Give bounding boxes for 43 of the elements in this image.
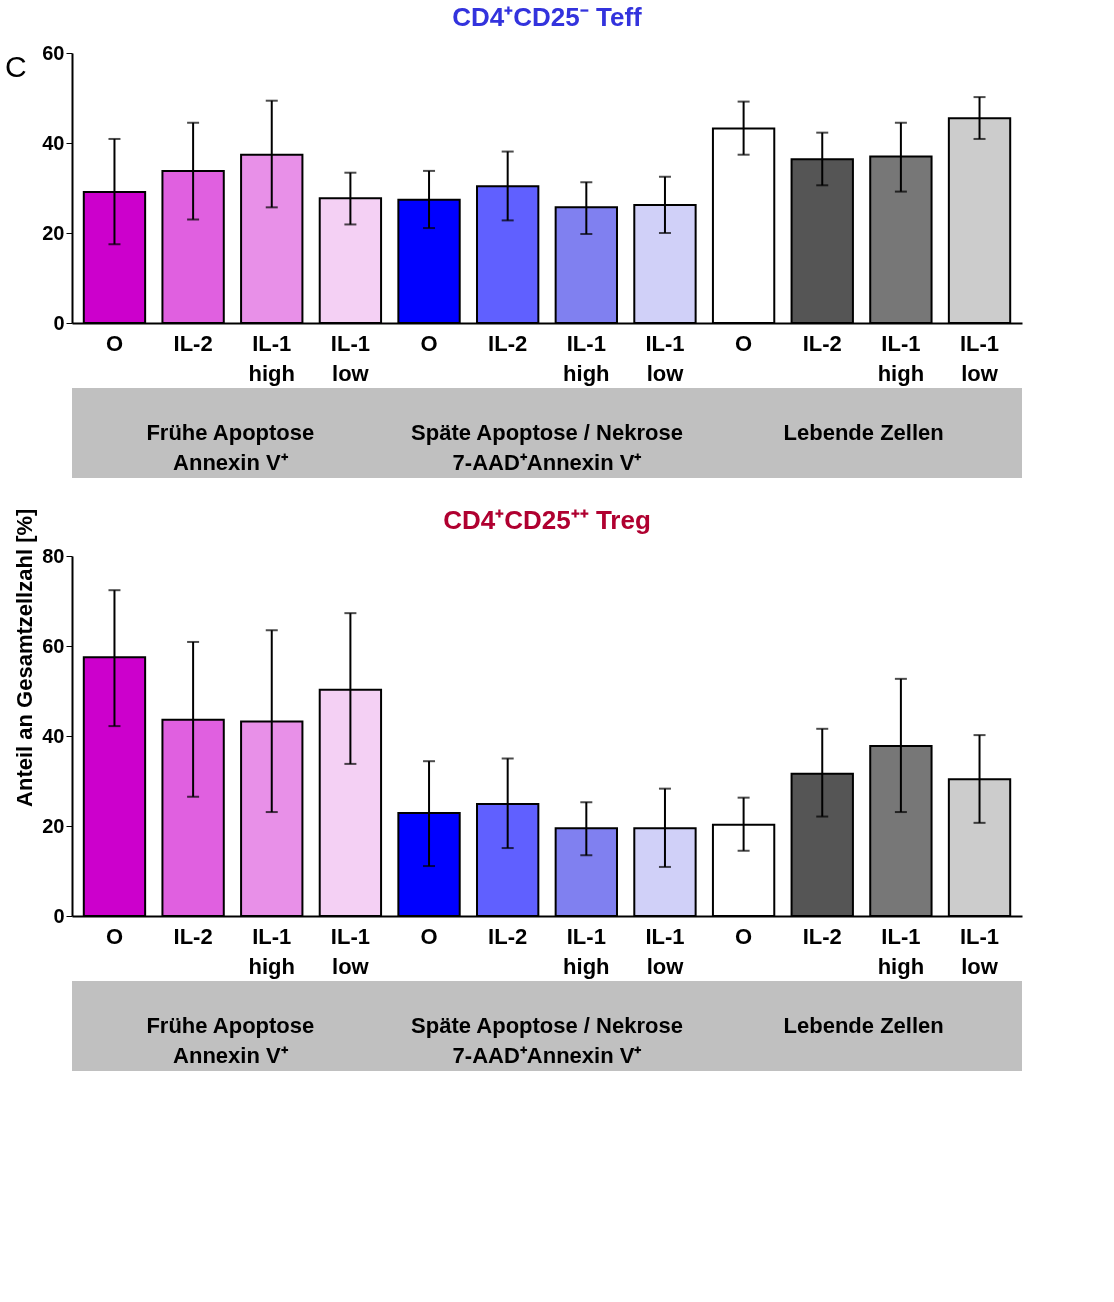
x-tick-label: IL-1 low — [330, 923, 370, 979]
x-tick-label: IL-1 high — [877, 923, 925, 979]
text: Frühe Apoptose Annexin V⁺ — [146, 420, 315, 475]
text: Lebende Zellen — [783, 1013, 944, 1038]
y-tick-label: 60 — [42, 41, 65, 64]
x-tick-label: IL-1 high — [248, 330, 295, 386]
y-tick-label: 80 — [42, 544, 65, 567]
y-axis-title: Anteil an Gesamtzellzahl [%] — [12, 508, 37, 807]
text: Frühe Apoptose Annexin V⁺ — [146, 1013, 315, 1068]
x-tick-label: IL-2 — [173, 923, 213, 949]
text: Späte Apoptose / Nekrose 7-AAD⁺Annexin V⁺ — [411, 1013, 683, 1068]
y-tick-label: 40 — [42, 724, 65, 747]
x-tick-label: IL-1 high — [877, 330, 925, 386]
x-tick-label: IL-1 high — [563, 330, 610, 386]
x-tick-label: O — [420, 330, 438, 356]
x-tick-label: IL-1 low — [959, 330, 1000, 386]
x-tick-label: IL-1 low — [645, 330, 685, 386]
y-tick-label: 20 — [42, 814, 65, 837]
x-tick-label: O — [735, 330, 753, 356]
y-tick-label: 20 — [42, 221, 65, 244]
x-tick-label: IL-2 — [173, 330, 213, 356]
x-tick-label: IL-1 high — [248, 923, 295, 979]
x-tick-label: IL-2 — [802, 923, 842, 949]
x-tick-label: O — [735, 923, 753, 949]
chart-title: CD4⁺CD25⁻ Teff — [452, 2, 643, 32]
x-tick-label: IL-2 — [488, 330, 528, 356]
x-tick-label: IL-1 low — [959, 923, 1000, 979]
x-tick-label: IL-2 — [488, 923, 528, 949]
chart-title: CD4⁺CD25⁺⁺ Treg — [443, 505, 651, 535]
y-tick-label: 60 — [42, 634, 65, 657]
y-tick-label: 0 — [53, 904, 65, 927]
x-tick-label: IL-2 — [802, 330, 842, 356]
y-tick-label: 0 — [53, 311, 65, 334]
text: C — [5, 50, 27, 83]
x-tick-label: O — [105, 923, 124, 949]
y-tick-label: 40 — [42, 131, 65, 154]
x-tick-label: O — [420, 923, 438, 949]
x-tick-label: O — [105, 330, 124, 356]
x-tick-label: IL-1 low — [330, 330, 370, 386]
x-tick-label: IL-1 high — [563, 923, 610, 979]
x-tick-label: IL-1 low — [645, 923, 685, 979]
text: Lebende Zellen — [783, 420, 944, 445]
text: Späte Apoptose / Nekrose 7-AAD⁺Annexin V⁺ — [411, 420, 683, 475]
